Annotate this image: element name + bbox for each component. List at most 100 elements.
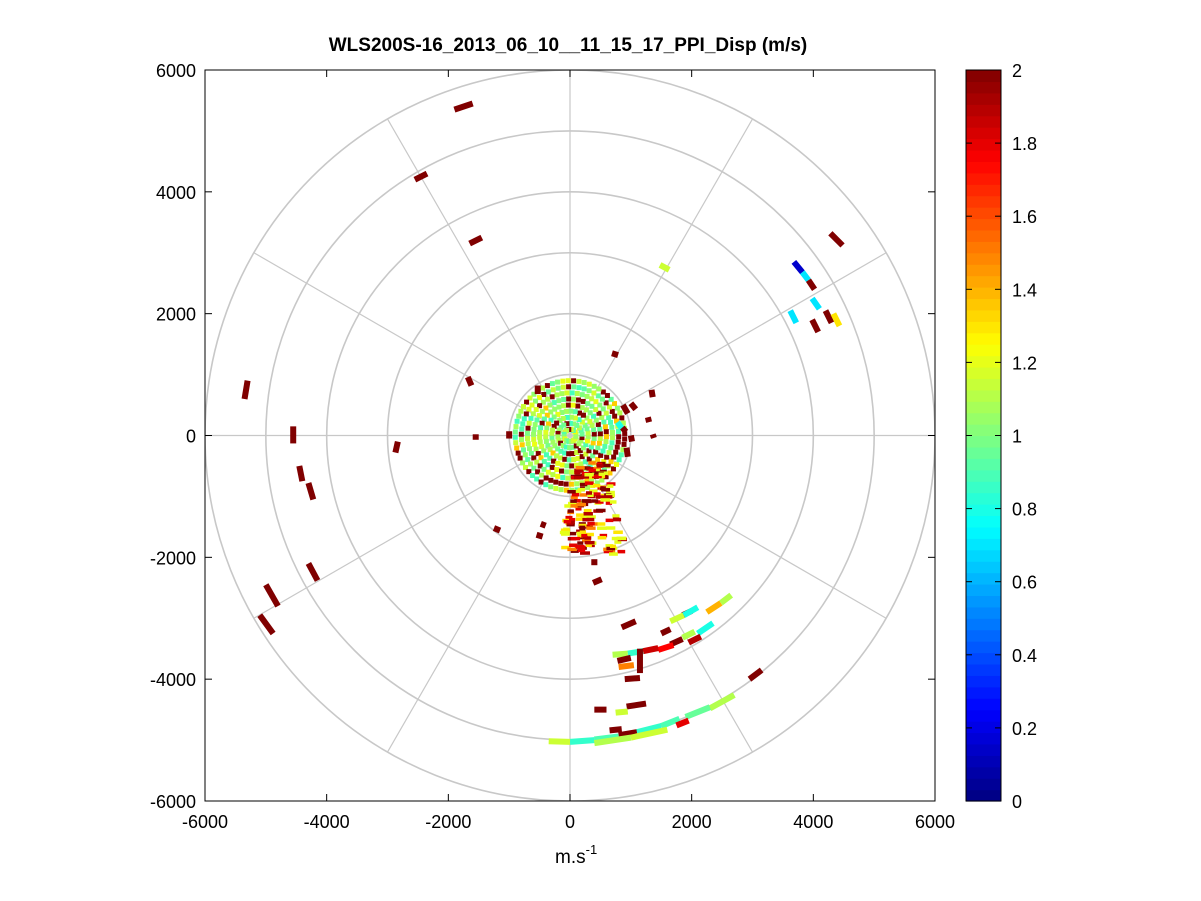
center-bin (579, 431, 585, 437)
colorbar-level (966, 161, 1001, 174)
colorbar-level (966, 355, 1001, 368)
colorbar-level (966, 446, 1001, 459)
center-bin (576, 425, 582, 431)
center-bin (558, 487, 564, 493)
data-segment-45 (705, 600, 723, 615)
center-bin (603, 429, 609, 435)
colorbar-level (966, 526, 1001, 539)
center-bin (591, 427, 597, 433)
data-segment-20 (257, 613, 276, 636)
center-bin (535, 469, 541, 475)
center-bin (522, 452, 528, 458)
plume-bin (575, 517, 585, 521)
colorbar-level (966, 709, 1001, 722)
data-segment-49 (687, 633, 703, 646)
center-bin (563, 487, 569, 493)
plume-bin (583, 512, 593, 516)
center-bin (595, 393, 601, 399)
center-bin (521, 416, 527, 422)
center-bin (526, 469, 532, 475)
center-bin (564, 414, 570, 420)
colorbar-level (966, 698, 1001, 711)
center-bin (593, 449, 599, 455)
data-segment-51 (657, 642, 675, 653)
plume-bin (579, 526, 586, 531)
data-segment-24 (465, 375, 475, 387)
center-bin (545, 443, 551, 449)
center-bin (549, 435, 555, 441)
plume-bin (577, 541, 584, 545)
colorbar-level (966, 412, 1001, 425)
colorbar-level (966, 264, 1001, 277)
center-bin (519, 442, 525, 448)
colorbar-level (966, 378, 1001, 391)
center-bin (543, 475, 549, 481)
y-tick-label: -2000 (150, 548, 196, 568)
center-bin (608, 419, 614, 425)
data-segment-18 (305, 562, 321, 582)
plume-bin (586, 515, 596, 519)
center-bin (602, 424, 608, 430)
center-bin (517, 455, 523, 461)
center-bin (565, 475, 571, 481)
data-segment-56 (618, 662, 635, 670)
center-bin (571, 396, 577, 402)
center-bin (608, 445, 614, 451)
x-tick-label: 4000 (793, 812, 833, 832)
center-bin (556, 398, 562, 404)
center-bin (531, 426, 537, 432)
x-axis-ticks: -6000 -4000 -2000 0 2000 4000 6000 (182, 70, 955, 832)
data-segment-65 (660, 715, 681, 729)
center-bin (576, 385, 582, 391)
colorbar-level (966, 732, 1001, 745)
center-bin (574, 422, 580, 428)
center-bin (613, 449, 619, 455)
center-bin (596, 440, 602, 446)
plume-bin (571, 536, 581, 541)
data-segment-27 (649, 433, 657, 439)
center-bin (559, 462, 565, 468)
data-segment-64 (684, 704, 712, 720)
plume-bin (585, 543, 592, 548)
data-segment-7 (805, 278, 818, 291)
center-bin (560, 475, 566, 481)
plume-bin (597, 535, 607, 540)
data-segment-70 (593, 733, 620, 743)
data-segment-61 (615, 708, 629, 716)
colorbar-tick-label: 2 (1012, 61, 1022, 81)
center-bin (514, 418, 520, 424)
center-bin (553, 485, 559, 491)
center-bin (570, 451, 576, 457)
plume-bin (579, 493, 588, 497)
plume-bin (574, 471, 581, 475)
center-bin (550, 387, 556, 393)
plume-bin (592, 474, 602, 479)
center-bin (573, 443, 579, 449)
center-bin (513, 424, 519, 430)
center-bin (535, 451, 541, 457)
plume-bin (614, 540, 622, 544)
plume-bin (609, 500, 617, 504)
center-bin (554, 392, 560, 398)
center-bin (533, 398, 539, 404)
center-bin (564, 463, 570, 469)
center-bin (529, 402, 535, 408)
center-bin (548, 417, 554, 423)
center-bin (543, 429, 549, 435)
plume-bin (582, 517, 590, 522)
center-bin (550, 450, 556, 456)
center-bin (555, 434, 561, 440)
center-bin (541, 448, 547, 454)
data-segment-69 (609, 726, 623, 734)
center-bin (601, 419, 607, 425)
data-segment-60 (626, 700, 647, 710)
center-bin (607, 470, 613, 476)
center-bin (565, 378, 571, 384)
center-bin (563, 481, 569, 487)
grid-spoke-4 (386, 118, 571, 436)
plume-bin (585, 475, 595, 479)
y-tick-label: 0 (186, 427, 196, 447)
colorbar-tick-label: 0 (1012, 792, 1022, 812)
grid-spoke-2 (569, 118, 754, 436)
center-bin (534, 417, 540, 423)
